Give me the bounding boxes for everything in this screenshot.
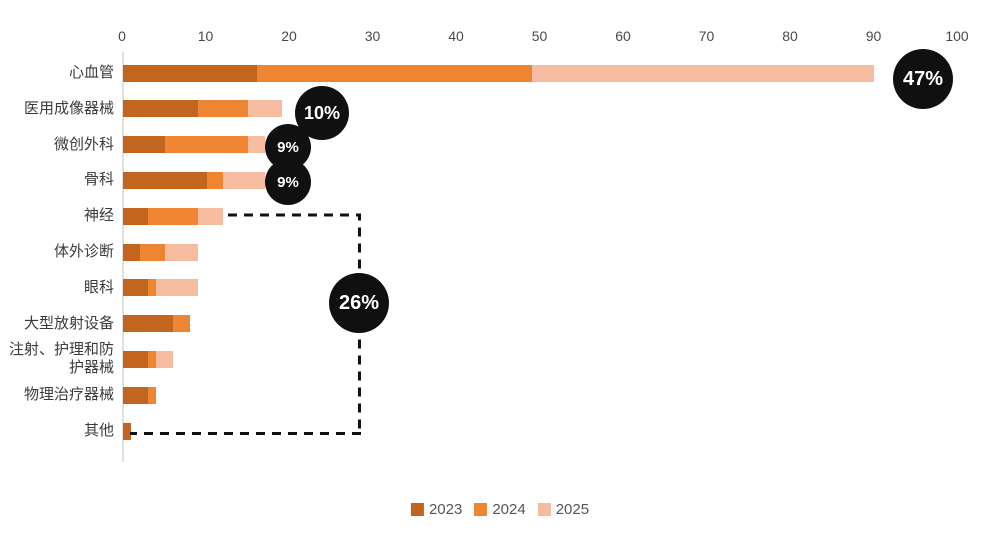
bar-row — [123, 350, 174, 368]
bar-segment-2024 — [198, 100, 249, 118]
legend-item-2023: 2023 — [410, 501, 463, 518]
bar-segment-2023 — [123, 207, 149, 225]
x-tick-label: 60 — [615, 28, 631, 44]
bar-row — [123, 315, 190, 333]
category-label: 神经 — [83, 207, 114, 225]
bar-segment-2024 — [256, 64, 533, 82]
category-label: 体外诊断 — [53, 243, 114, 260]
percent-badge-orthopedics: 9% — [265, 159, 311, 205]
bar-row — [123, 207, 224, 225]
bar-row — [123, 422, 132, 440]
category-label: 眼科 — [83, 278, 114, 296]
bar-segment-2025 — [156, 350, 174, 368]
category-label: 微创外科 — [53, 135, 114, 153]
category-label: 大型放射设备 — [23, 314, 114, 332]
bar-segment-2025 — [198, 207, 224, 225]
bar-segment-2023 — [123, 279, 149, 297]
bar-segment-2025 — [532, 64, 875, 82]
bar-segment-2023 — [123, 386, 149, 404]
bar-segment-2023 — [123, 136, 165, 154]
x-tick-label: 50 — [531, 28, 548, 44]
x-tick-label: 30 — [364, 28, 381, 44]
legend-swatch — [410, 503, 424, 516]
bar-segment-2025 — [248, 100, 282, 118]
bar-segment-2023 — [123, 64, 257, 82]
bar-segment-2023 — [123, 422, 132, 440]
percent-badge-minimally-invasive: 9% — [265, 124, 311, 170]
x-tick-label: 0 — [118, 28, 126, 44]
bar-segment-2023 — [123, 315, 174, 333]
bar-segment-2024 — [148, 279, 157, 297]
legend-label: 2025 — [555, 501, 590, 518]
x-tick-label: 10 — [197, 28, 214, 44]
bar-row — [123, 279, 199, 297]
bar-segment-2024 — [148, 207, 199, 225]
percent-badge-cardiovascular: 47% — [893, 49, 953, 109]
bar-row — [123, 171, 265, 189]
legend-swatch — [537, 503, 551, 516]
bar-segment-2024 — [164, 136, 249, 154]
legend-item-2024: 2024 — [474, 501, 526, 518]
legend-item-2025: 2025 — [537, 501, 590, 518]
bar-row — [123, 243, 199, 261]
bar-segment-2025 — [156, 279, 199, 297]
category-label: 注射、护理和防护器械 — [8, 341, 114, 377]
x-tick-label: 70 — [698, 28, 715, 44]
bar-row — [123, 386, 157, 404]
bar-segment-2023 — [123, 350, 149, 368]
bar-segment-2023 — [123, 171, 207, 189]
category-label: 物理治疗器械 — [23, 386, 114, 404]
bar-segment-2024 — [173, 315, 190, 333]
legend-label: 2024 — [492, 501, 526, 518]
bar-segment-2023 — [123, 243, 140, 261]
bar-row — [123, 64, 875, 82]
x-tick-label: 80 — [782, 28, 798, 44]
percent-badge-group: 26% — [329, 273, 389, 333]
bar-segment-2024 — [206, 171, 224, 189]
x-tick-label: 90 — [865, 28, 882, 44]
category-label: 心血管 — [68, 64, 114, 81]
x-tick-label: 20 — [281, 28, 297, 44]
bar-segment-2023 — [123, 100, 199, 118]
x-tick-label: 100 — [945, 28, 969, 44]
bar-row — [123, 136, 265, 154]
bar-segment-2024 — [148, 386, 157, 404]
category-label: 其他 — [83, 422, 114, 439]
category-label: 骨科 — [83, 171, 114, 189]
legend-label: 2023 — [428, 501, 463, 518]
category-label: 医用成像器械 — [23, 99, 114, 117]
legend-swatch — [474, 503, 488, 516]
bar-segment-2024 — [148, 350, 157, 368]
legend: 2023 2024 2025 — [410, 501, 590, 518]
bar-row — [123, 100, 282, 118]
bar-segment-2025 — [248, 136, 265, 154]
bar-segment-2025 — [223, 171, 265, 189]
x-tick-label: 40 — [448, 28, 464, 44]
bar-segment-2025 — [164, 243, 199, 261]
bar-segment-2024 — [139, 243, 165, 261]
